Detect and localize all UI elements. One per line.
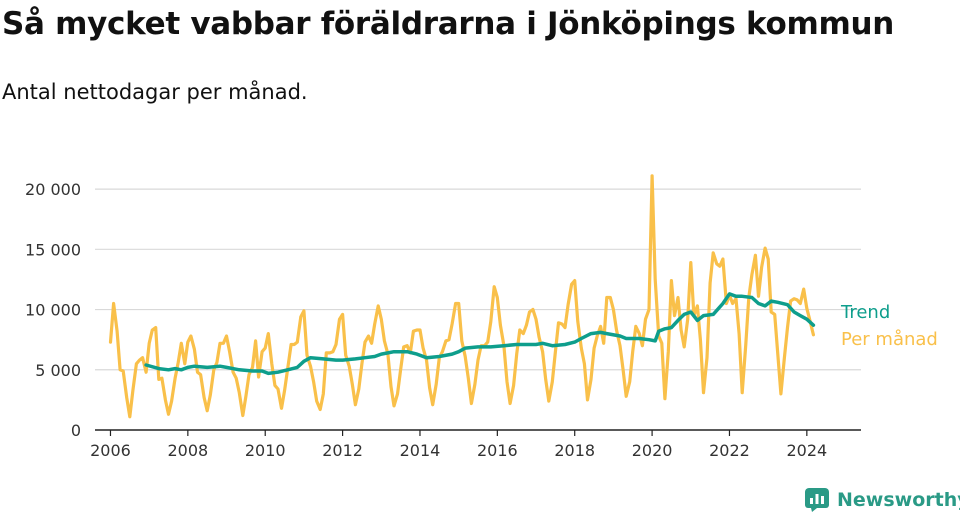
legend-label-monthly: Per månad — [841, 329, 938, 350]
chart-subtitle: Antal nettodagar per månad. — [2, 80, 308, 104]
x-tick-label: 2012 — [322, 441, 363, 460]
series-line-monthly — [108, 174, 815, 419]
x-tick-label: 2018 — [554, 441, 595, 460]
y-tick-label: 0 — [71, 421, 81, 440]
x-tick-label: 2024 — [786, 441, 827, 460]
x-tick-label: 2016 — [477, 441, 518, 460]
y-tick-label: 15 000 — [25, 240, 81, 259]
brand-name: Newsworthy — [837, 489, 960, 511]
series-lines — [108, 174, 816, 419]
series-line-trend — [144, 292, 816, 376]
legend-label-trend: Trend — [840, 302, 890, 323]
y-tick-label: 5 000 — [35, 361, 81, 380]
x-tick-label: 2022 — [709, 441, 750, 460]
bar-chart-logo-icon — [805, 488, 829, 512]
x-tick-label: 2010 — [245, 441, 286, 460]
x-tick-label: 2014 — [400, 441, 441, 460]
newsworthy-logo: Newsworthy — [805, 488, 960, 512]
x-tick-label: 2006 — [90, 441, 131, 460]
x-axis: 2006 2008 2010 2012 2014 2016 2018 2020 2022 2024 — [90, 429, 861, 460]
x-tick-label: 2020 — [632, 441, 673, 460]
y-tick-label: 20 000 — [25, 180, 81, 199]
line-chart: 0 5 000 10 000 15 000 20 000 2006 2008 2010 201… — [25, 174, 938, 460]
y-axis: 0 5 000 10 000 15 000 20 000 — [25, 180, 81, 440]
y-tick-label: 10 000 — [25, 301, 81, 320]
legend: Trend Per månad — [840, 302, 938, 350]
x-tick-label: 2008 — [167, 441, 208, 460]
chart-title: Så mycket vabbar föräldrarna i Jönköping… — [2, 6, 895, 42]
